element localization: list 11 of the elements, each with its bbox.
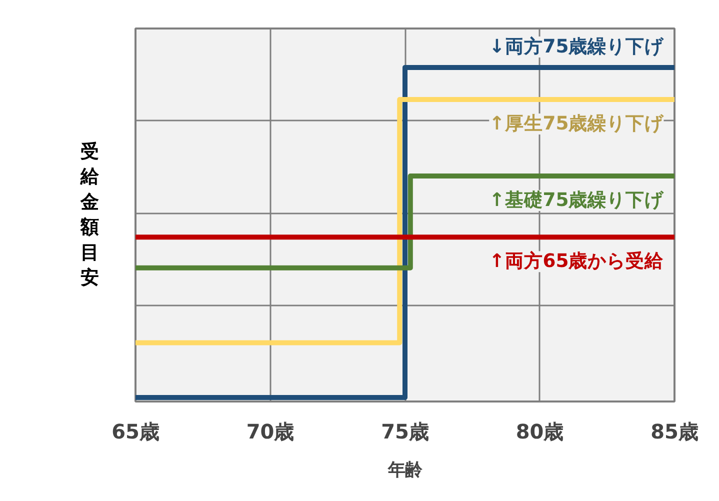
x-axis-title: 年齢 (387, 460, 423, 480)
x-tick-label: 65歳 (112, 420, 160, 444)
x-tick-label: 75歳 (381, 420, 429, 444)
series-label: ↑厚生75歳繰り下げ (489, 112, 665, 134)
x-tick-label: 80歳 (516, 420, 564, 444)
series-label: ↑基礎75歳繰り下げ (489, 189, 665, 212)
x-tick-label: 85歳 (650, 420, 698, 444)
series-label: ↓両方75歳繰り下げ (489, 35, 665, 58)
x-tick-label: 70歳 (246, 420, 294, 444)
series-label: ↑両方65歳から受給 (489, 250, 665, 272)
y-axis-title: 受給金額目安 (80, 140, 100, 288)
